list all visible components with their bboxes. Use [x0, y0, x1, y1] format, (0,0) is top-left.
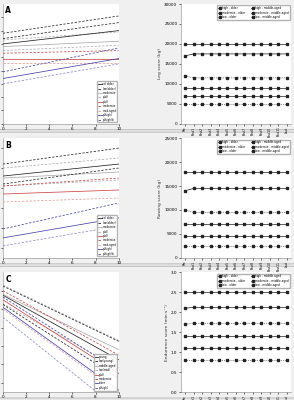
Legend: high - older, moderate - older, low - older, high - middle-aged, moderate - midd: high - older, moderate - older, low - ol…	[217, 274, 290, 288]
Legend: col older, low(older), moderate, p(d), p(d), moderate, mod-aged, p(high), p(high: col older, low(older), moderate, p(d), p…	[98, 216, 117, 256]
Legend: high - older, moderate - older, low - older, high - middle-aged, moderate - midd: high - older, moderate - older, low - ol…	[217, 140, 290, 154]
Text: B: B	[5, 140, 11, 150]
Text: C: C	[5, 275, 11, 284]
Y-axis label: Endurance score (min·s⁻¹): Endurance score (min·s⁻¹)	[165, 304, 169, 360]
Y-axis label: Leg score (kg): Leg score (kg)	[158, 48, 162, 79]
Y-axis label: Rowing score (kg): Rowing score (kg)	[158, 178, 162, 218]
Legend: col older, low(older), moderate, p(d), p(d), moderate, mod-aged, p(high), p(high: col older, low(older), moderate, p(d), p…	[98, 81, 117, 122]
Legend: high - older, moderate - older, low - older, high - middle-aged, moderate - midd: high - older, moderate - older, low - ol…	[217, 5, 290, 20]
Legend: young, low(young), middle-aged, low(mid), p(d), moderate, older, p(high): young, low(young), middle-aged, low(mid)…	[94, 354, 117, 391]
Text: A: A	[5, 6, 11, 15]
